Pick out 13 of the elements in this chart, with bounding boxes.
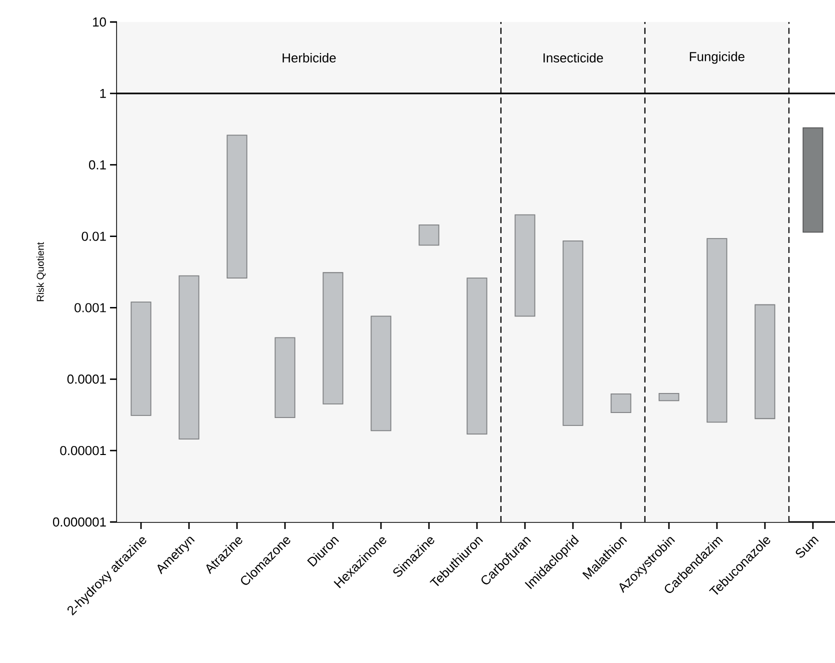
- x-tick-label: Sum: [796, 536, 819, 558]
- y-tick-label: 0.001: [74, 303, 106, 312]
- y-axis-title: Risk Quotient: [36, 242, 46, 302]
- y-tick-label: 0.01: [82, 232, 106, 241]
- y-tick-label: 10: [93, 17, 106, 27]
- y-tick-label: 1: [100, 88, 106, 98]
- y-tick-label: 0.1: [88, 160, 106, 170]
- band-label: Insecticide: [544, 52, 603, 62]
- y-tick-label: 0.00001: [60, 446, 106, 456]
- band-label: Herbicide: [282, 52, 336, 62]
- band-label: Fungicide: [690, 52, 744, 64]
- y-tick-label: 0.000001: [52, 517, 106, 527]
- y-tick-label: 0.0001: [67, 374, 106, 384]
